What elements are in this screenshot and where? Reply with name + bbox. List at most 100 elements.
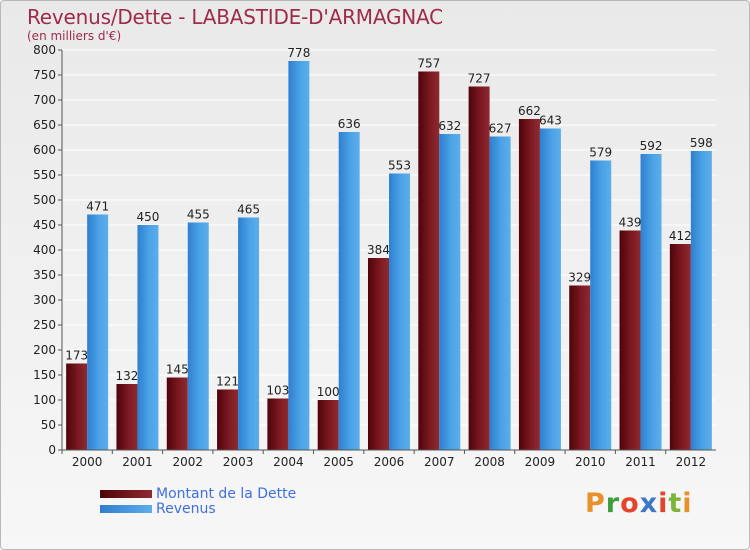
data-label: 412 bbox=[669, 229, 692, 243]
y-tick-label: 400 bbox=[33, 243, 56, 257]
data-label: 132 bbox=[116, 369, 139, 383]
logo-letter: r bbox=[605, 488, 621, 519]
y-tick-label: 350 bbox=[33, 268, 56, 282]
legend-label-revenus: Revenus bbox=[156, 500, 216, 517]
data-label: 384 bbox=[367, 243, 390, 257]
legend-item-revenus: Revenus bbox=[100, 500, 296, 517]
x-tick-label: 2005 bbox=[323, 455, 354, 469]
legend-swatch-dette bbox=[100, 489, 152, 498]
logo-letter: o bbox=[620, 488, 640, 519]
bar-revenus bbox=[87, 214, 109, 450]
legend-item-dette: Montant de la Dette bbox=[100, 485, 297, 502]
y-tick-label: 650 bbox=[33, 118, 56, 132]
bar-revenus bbox=[288, 61, 310, 450]
logo-letter: i bbox=[658, 488, 669, 519]
bar-revenus bbox=[439, 134, 461, 450]
data-label: 173 bbox=[65, 349, 88, 363]
y-tick-label: 450 bbox=[33, 218, 56, 232]
y-tick-label: 100 bbox=[33, 393, 56, 407]
legend-label-dette: Montant de la Dette bbox=[156, 485, 297, 502]
x-tick-label: 2012 bbox=[676, 455, 707, 469]
data-label: 632 bbox=[438, 119, 461, 133]
data-label: 727 bbox=[468, 72, 491, 86]
y-tick-label: 200 bbox=[33, 343, 56, 357]
data-label: 778 bbox=[287, 46, 310, 60]
chart-subtitle: (en milliers d'€) bbox=[27, 29, 122, 43]
y-tick-label: 150 bbox=[33, 368, 56, 382]
x-tick-label: 2008 bbox=[474, 455, 505, 469]
logo-letter: i bbox=[682, 488, 693, 519]
bar-dette bbox=[166, 377, 188, 450]
data-label: 636 bbox=[338, 117, 361, 131]
bars: 173 471 132 450 145 455 121 465 103 778 100 636 384 5… bbox=[65, 46, 713, 450]
data-label: 598 bbox=[690, 136, 713, 150]
y-tick-label: 800 bbox=[33, 43, 56, 57]
bar-dette bbox=[669, 244, 691, 450]
y-tick-label: 600 bbox=[33, 143, 56, 157]
legend-swatch-revenus bbox=[100, 504, 152, 513]
data-label: 329 bbox=[568, 271, 591, 285]
proxiti-logo: Proxiti bbox=[585, 488, 693, 519]
y-tick-label: 250 bbox=[33, 318, 56, 332]
axes: 0 50 100 150 200 250 300 350 400 450 500 550 600 650 7… bbox=[33, 43, 716, 469]
y-tick-label: 500 bbox=[33, 193, 56, 207]
data-label: 643 bbox=[539, 114, 562, 128]
x-tick-label: 2006 bbox=[374, 455, 405, 469]
data-label: 553 bbox=[388, 159, 411, 173]
x-tick-label: 2011 bbox=[625, 455, 656, 469]
bar-dette bbox=[368, 258, 389, 450]
data-label: 579 bbox=[589, 146, 612, 160]
bar-dette bbox=[619, 230, 641, 450]
bar-revenus bbox=[389, 173, 410, 450]
bar-dette bbox=[468, 86, 490, 450]
data-label: 757 bbox=[417, 57, 440, 71]
x-tick-label: 2004 bbox=[273, 455, 304, 469]
data-label: 471 bbox=[86, 200, 109, 214]
bar-revenus bbox=[489, 136, 511, 450]
bar-dette bbox=[217, 389, 239, 450]
legend: Montant de la Dette Revenus bbox=[100, 485, 297, 517]
x-tick-label: 2010 bbox=[575, 455, 606, 469]
bar-dette bbox=[116, 384, 138, 450]
data-label: 103 bbox=[266, 384, 289, 398]
x-tick-label: 2003 bbox=[223, 455, 254, 469]
x-tick-label: 2002 bbox=[172, 455, 203, 469]
bar-dette bbox=[317, 400, 339, 450]
x-tick-label: 2009 bbox=[525, 455, 556, 469]
bar-revenus bbox=[640, 154, 662, 450]
bar-dette bbox=[569, 285, 591, 450]
bar-revenus bbox=[238, 217, 260, 450]
x-tick-label: 2000 bbox=[72, 455, 103, 469]
bar-revenus bbox=[137, 225, 159, 450]
bar-dette bbox=[518, 119, 540, 450]
data-label: 592 bbox=[640, 139, 663, 153]
bar-dette bbox=[66, 363, 88, 450]
data-label: 662 bbox=[518, 104, 541, 118]
data-label: 145 bbox=[166, 363, 189, 377]
y-tick-label: 700 bbox=[33, 93, 56, 107]
data-label: 450 bbox=[137, 210, 160, 224]
x-tick-label: 2007 bbox=[424, 455, 455, 469]
data-label: 627 bbox=[489, 122, 512, 136]
bar-revenus bbox=[590, 160, 612, 450]
data-label: 121 bbox=[216, 375, 239, 389]
data-label: 455 bbox=[187, 208, 210, 222]
y-tick-label: 50 bbox=[41, 418, 56, 432]
y-tick-label: 0 bbox=[48, 443, 56, 457]
bar-dette bbox=[267, 398, 289, 450]
data-label: 439 bbox=[619, 216, 642, 230]
logo-letter: t bbox=[668, 488, 683, 519]
bar-dette bbox=[418, 71, 440, 450]
logo-letter: P bbox=[585, 488, 606, 519]
data-label: 100 bbox=[317, 385, 340, 399]
data-label: 465 bbox=[237, 203, 260, 217]
bar-revenus bbox=[690, 151, 712, 450]
x-tick-label: 2001 bbox=[122, 455, 153, 469]
y-tick-label: 750 bbox=[33, 68, 56, 82]
bar-revenus bbox=[187, 222, 209, 450]
bar-revenus bbox=[338, 132, 360, 450]
y-tick-label: 550 bbox=[33, 168, 56, 182]
logo-letter: x bbox=[639, 488, 659, 519]
bar-revenus bbox=[539, 128, 561, 450]
